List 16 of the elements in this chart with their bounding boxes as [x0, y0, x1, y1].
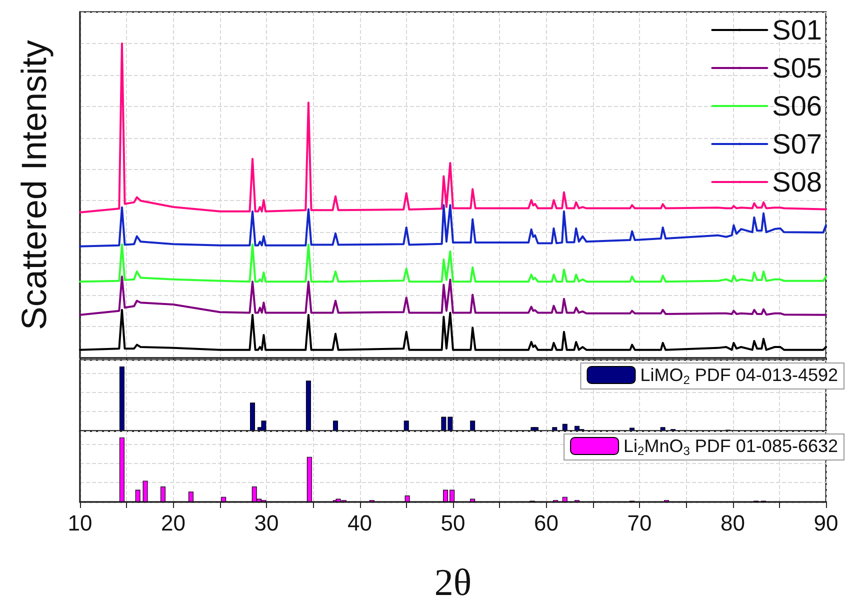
x-tick-label: 60	[534, 510, 558, 536]
legend-label: S06	[772, 90, 822, 122]
x-tick-label: 70	[627, 510, 652, 536]
x-tick-label: 40	[348, 510, 372, 536]
legend-label: S07	[772, 128, 822, 160]
legend-label: S08	[772, 166, 822, 198]
x-tick-label: 10	[68, 510, 92, 536]
x-tick-label: 50	[440, 510, 466, 536]
x-tick-label: 30	[254, 510, 279, 536]
legend-label: S01	[772, 14, 822, 46]
x-axis-title: 2θ	[434, 562, 472, 604]
y-axis-title: Scattered Intensity	[15, 40, 54, 330]
x-tick-label: 80	[720, 510, 745, 536]
x-tick-label: 90	[814, 510, 838, 536]
x-tick-label: 20	[161, 510, 186, 536]
legend-label: S05	[772, 52, 822, 84]
